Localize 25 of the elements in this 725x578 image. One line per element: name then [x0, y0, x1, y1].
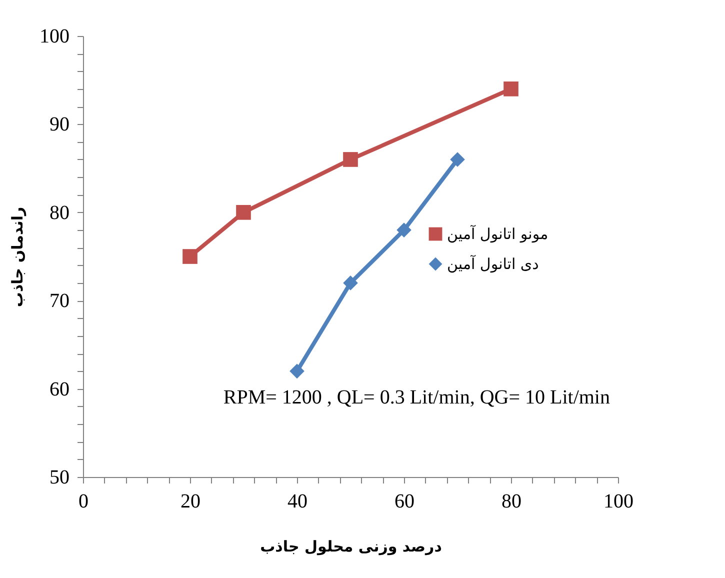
- point: [504, 82, 518, 96]
- point: [290, 364, 304, 379]
- x-tick-label: 80: [502, 490, 522, 512]
- y-tick-label: 80: [50, 202, 70, 224]
- x-tick-label: 60: [394, 490, 414, 512]
- point: [343, 152, 358, 167]
- legend-label: دی اتانول آمین: [447, 254, 539, 273]
- y-tick-label: 50: [50, 466, 70, 488]
- point: [396, 222, 412, 238]
- y-tick-label: 60: [50, 378, 70, 400]
- point: [450, 152, 465, 167]
- y-tick-label: 90: [50, 114, 70, 136]
- x-axis-title: درصد وزنی محلول جاذب: [260, 538, 442, 556]
- x-tick-label: 40: [288, 490, 308, 512]
- point: [343, 276, 358, 290]
- point: [182, 249, 198, 264]
- legend-label: مونو اتانول آمین: [447, 224, 548, 243]
- y-axis-title: راندمان جاذب: [8, 206, 26, 308]
- annotation: RPM= 1200 , QL= 0.3 Lit/min, QG= 10 Lit/min: [223, 386, 610, 409]
- x-tick-label: 20: [180, 490, 200, 512]
- x-tick-label: 0: [78, 490, 88, 512]
- y-tick-label: 70: [50, 290, 70, 312]
- point: [236, 204, 251, 220]
- x-tick-label: 100: [604, 490, 634, 512]
- y-tick-label: 100: [40, 26, 70, 48]
